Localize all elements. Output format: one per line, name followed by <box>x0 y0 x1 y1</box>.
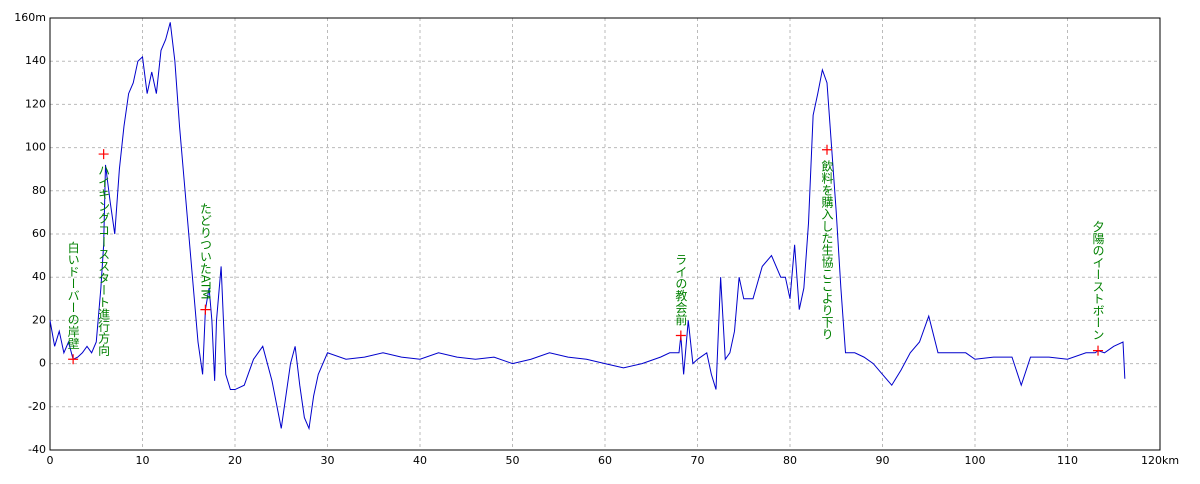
x-tick-label: 110 <box>1057 454 1078 467</box>
y-tick-label: 100 <box>25 141 46 154</box>
x-tick-label: 40 <box>413 454 427 467</box>
annotation-marker <box>822 144 832 155</box>
x-tick-label: 90 <box>876 454 890 467</box>
x-tick-label: 30 <box>321 454 335 467</box>
x-tick-label: 70 <box>691 454 705 467</box>
annotation-label: ライの教会前 <box>674 254 688 326</box>
y-tick-label: 140 <box>25 54 46 67</box>
elevation-line <box>49 22 1126 431</box>
annotation-label: 白いドーバーの岸壁 <box>66 240 80 349</box>
annotation-label: たどりついたATM <box>198 202 212 299</box>
y-tick-label: 40 <box>32 270 46 283</box>
annotation-marker <box>98 149 109 160</box>
annotation-marker <box>1093 345 1104 356</box>
y-tick-label: -40 <box>28 443 46 456</box>
annotation-marker <box>200 304 211 315</box>
x-tick-label: 10 <box>136 454 150 467</box>
x-tick-label: 80 <box>783 454 797 467</box>
y-tick-label: -20 <box>28 400 46 413</box>
annotation-marker <box>68 354 79 365</box>
y-tick-label: 20 <box>32 313 46 326</box>
x-tick-label: 50 <box>506 454 520 467</box>
x-tick-label: 100 <box>965 454 986 467</box>
plot-frame <box>49 17 1161 451</box>
x-tick-label: 120km <box>1141 454 1179 467</box>
y-tick-label: 0 <box>39 357 46 370</box>
y-tick-label: 60 <box>32 227 46 240</box>
y-tick-label: 80 <box>32 184 46 197</box>
x-tick-label: 20 <box>228 454 242 467</box>
y-tick-label: 120 <box>25 97 46 110</box>
x-tick-label: 0 <box>47 454 54 467</box>
annotation-label: ハイキングコーススタート進行方向 <box>97 164 111 356</box>
annotation-label: 飲料を購入した生協ここより下り <box>820 158 834 339</box>
x-tick-label: 60 <box>598 454 612 467</box>
annotation-marker <box>675 330 686 341</box>
annotation-label: 夕陽のイーストボーン <box>1091 220 1105 340</box>
y-tick-label: 160m <box>14 11 46 24</box>
